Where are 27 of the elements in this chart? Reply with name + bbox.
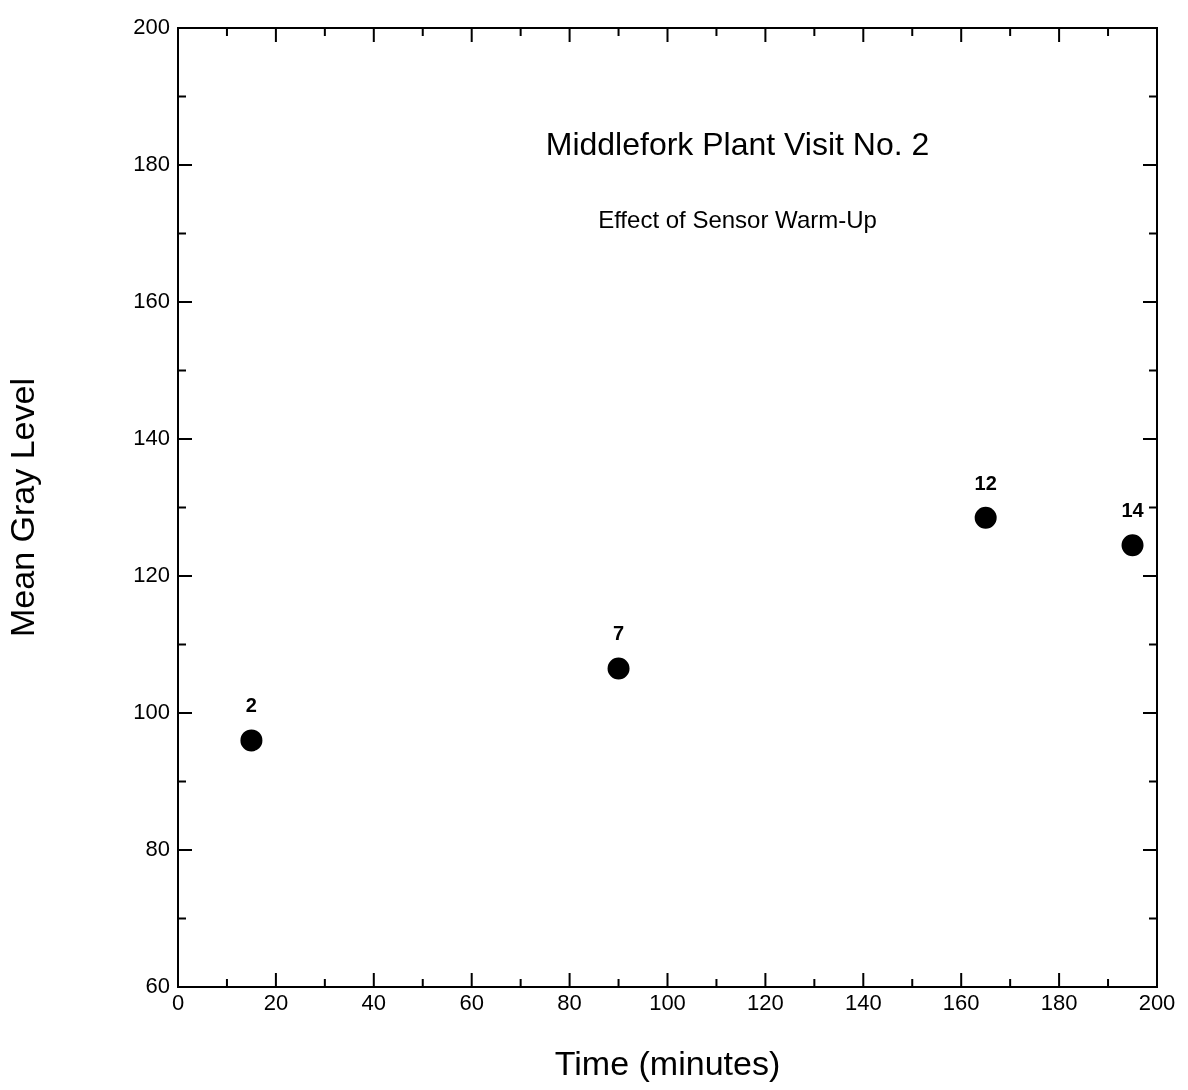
y-axis-title: Mean Gray Level (2, 378, 41, 637)
annotation: 14 (1121, 499, 1145, 522)
text: Middlefork Plant Visit No. 2 (545, 126, 930, 162)
x-tick-label: 100 (649, 990, 686, 1016)
y-tick-label: 80 (145, 836, 170, 862)
annotation: 2 (245, 694, 257, 717)
x-tick-label: 160 (942, 990, 980, 1016)
x-tick-label: 120 (747, 990, 784, 1016)
y-tick-label: 60 (145, 973, 170, 999)
annotation: 12 (974, 471, 997, 494)
y-tick-label: 160 (133, 288, 170, 314)
x-tick-label: 200 (1138, 990, 1176, 1016)
x-tick-label: 80 (557, 990, 582, 1016)
x-axis-title: Time (minutes) (554, 1043, 781, 1082)
text: Effect of Sensor Warm-Up (598, 206, 877, 233)
y-tick-label: 140 (133, 425, 170, 451)
x-tick-label: 60 (459, 990, 484, 1016)
annotation: 7 (612, 622, 625, 645)
x-tick-label: 40 (361, 990, 387, 1016)
y-tick-label: 180 (133, 151, 170, 177)
y-tick-label: 120 (133, 562, 170, 588)
x-tick-label: 140 (844, 990, 882, 1016)
x-tick-label: 20 (263, 990, 289, 1016)
x-tick-label: 0 (171, 990, 185, 1016)
y-tick-label: 100 (133, 699, 170, 725)
x-tick-label: 180 (1040, 990, 1078, 1016)
y-tick-label: 200 (133, 14, 170, 40)
